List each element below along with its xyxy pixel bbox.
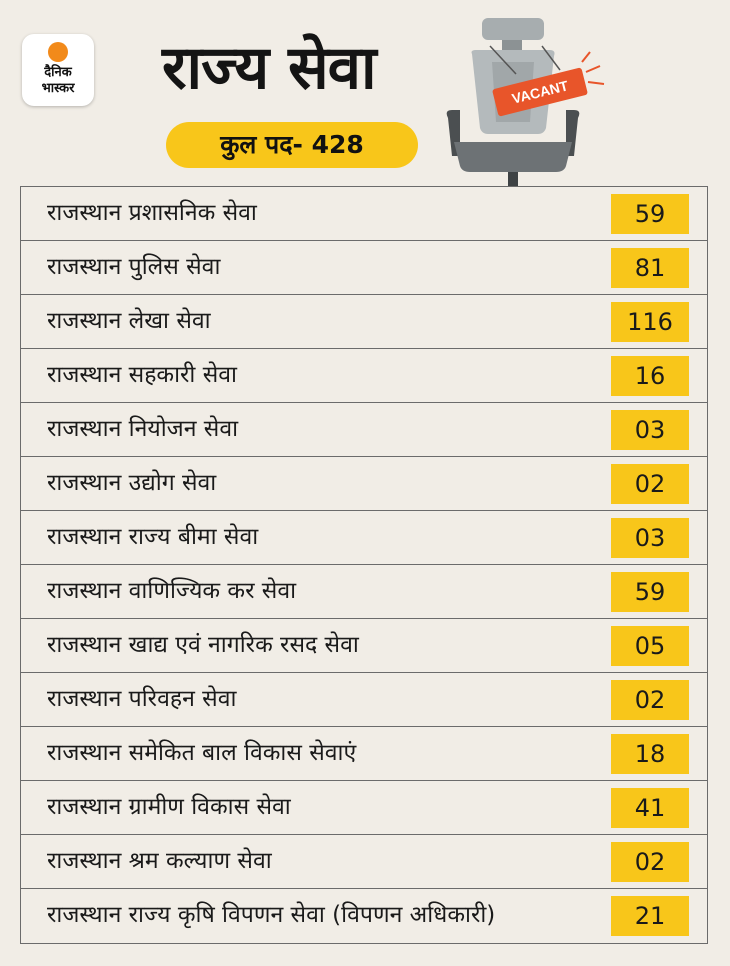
post-count: 81 xyxy=(611,248,689,288)
service-name: राजस्थान प्रशासनिक सेवा xyxy=(47,200,257,226)
service-name: राजस्थान परिवहन सेवा xyxy=(47,686,237,712)
service-name: राजस्थान ग्रामीण विकास सेवा xyxy=(47,794,291,820)
service-name: राजस्थान राज्य कृषि विपणन सेवा (विपणन अध… xyxy=(47,902,496,928)
table-row: राजस्थान श्रम कल्याण सेवा 02 xyxy=(21,835,707,889)
post-count: 18 xyxy=(611,734,689,774)
post-count: 116 xyxy=(611,302,689,342)
post-count: 16 xyxy=(611,356,689,396)
service-name: राजस्थान सहकारी सेवा xyxy=(47,362,237,388)
service-name: राजस्थान नियोजन सेवा xyxy=(47,416,239,442)
table-row: राजस्थान नियोजन सेवा 03 xyxy=(21,403,707,457)
table-row: राजस्थान परिवहन सेवा 02 xyxy=(21,673,707,727)
table-row: राजस्थान राज्य बीमा सेवा 03 xyxy=(21,511,707,565)
service-name: राजस्थान लेखा सेवा xyxy=(47,308,211,334)
sun-icon xyxy=(48,42,68,62)
table-row: राजस्थान ग्रामीण विकास सेवा 41 xyxy=(21,781,707,835)
post-count: 59 xyxy=(611,194,689,234)
post-count: 02 xyxy=(611,464,689,504)
post-count: 41 xyxy=(611,788,689,828)
table-row: राजस्थान सहकारी सेवा 16 xyxy=(21,349,707,403)
post-count: 59 xyxy=(611,572,689,612)
total-posts-badge: कुल पद- 428 xyxy=(166,122,418,168)
post-count: 02 xyxy=(611,680,689,720)
service-name: राजस्थान वाणिज्यिक कर सेवा xyxy=(47,578,297,604)
table-row: राजस्थान लेखा सेवा 116 xyxy=(21,295,707,349)
service-name: राजस्थान राज्य बीमा सेवा xyxy=(47,524,259,550)
page-title: राज्य सेवा xyxy=(162,33,377,103)
table-row: राजस्थान पुलिस सेवा 81 xyxy=(21,241,707,295)
table-row: राजस्थान खाद्य एवं नागरिक रसद सेवा 05 xyxy=(21,619,707,673)
post-count: 05 xyxy=(611,626,689,666)
services-table: राजस्थान प्रशासनिक सेवा 59 राजस्थान पुलि… xyxy=(20,186,708,944)
post-count: 03 xyxy=(611,518,689,558)
vacant-chair-illustration: VACANT xyxy=(446,18,605,188)
service-name: राजस्थान खाद्य एवं नागरिक रसद सेवा xyxy=(47,632,359,658)
table-row: राजस्थान प्रशासनिक सेवा 59 xyxy=(21,187,707,241)
service-name: राजस्थान उद्योग सेवा xyxy=(47,470,217,496)
logo-text-line2: भास्कर xyxy=(41,81,75,96)
dainik-bhaskar-logo: दैनिक भास्कर xyxy=(22,34,94,106)
post-count: 02 xyxy=(611,842,689,882)
logo-text-line1: दैनिक xyxy=(44,65,72,80)
post-count: 03 xyxy=(611,410,689,450)
post-count: 21 xyxy=(611,896,689,936)
service-name: राजस्थान पुलिस सेवा xyxy=(47,254,221,280)
table-row: राजस्थान वाणिज्यिक कर सेवा 59 xyxy=(21,565,707,619)
table-row: राजस्थान उद्योग सेवा 02 xyxy=(21,457,707,511)
table-row: राजस्थान समेकित बाल विकास सेवाएं 18 xyxy=(21,727,707,781)
table-row: राजस्थान राज्य कृषि विपणन सेवा (विपणन अध… xyxy=(21,889,707,943)
service-name: राजस्थान समेकित बाल विकास सेवाएं xyxy=(47,740,357,766)
service-name: राजस्थान श्रम कल्याण सेवा xyxy=(47,848,272,874)
